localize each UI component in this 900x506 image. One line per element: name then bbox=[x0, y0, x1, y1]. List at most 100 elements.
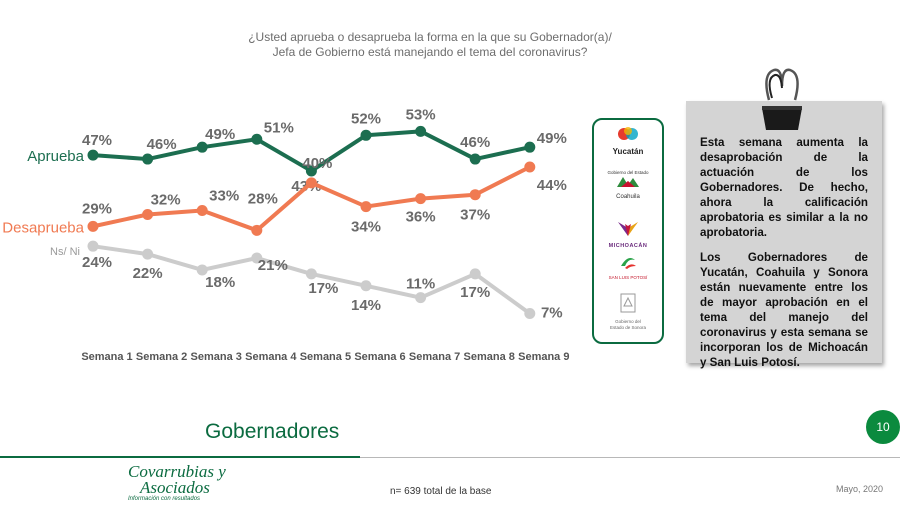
question-line-1: ¿Usted aprueba o desaprueba la forma en … bbox=[248, 30, 612, 44]
yucatan-label: Yucatán bbox=[612, 147, 644, 156]
data-label: 44% bbox=[537, 177, 567, 194]
data-point bbox=[305, 165, 317, 177]
x-tick-label: Semana 1 bbox=[81, 351, 132, 363]
data-point bbox=[196, 141, 208, 153]
green-divider bbox=[0, 456, 360, 458]
data-label: 21% bbox=[258, 257, 288, 274]
x-tick-label: Semana 6 bbox=[354, 351, 405, 363]
data-point bbox=[469, 189, 481, 201]
data-label: 49% bbox=[205, 126, 235, 143]
series-name: Aprueba bbox=[27, 148, 84, 165]
data-point bbox=[415, 193, 427, 205]
sonora-label-2: Estado de Sonora bbox=[609, 325, 647, 330]
data-label: 24% bbox=[82, 254, 112, 271]
sample-footnote: n= 639 total de la base bbox=[390, 486, 492, 497]
commentary-box: Esta semana aumenta la desaprobación de … bbox=[686, 101, 882, 369]
data-label: 28% bbox=[248, 190, 278, 207]
page-number: 10 bbox=[876, 420, 890, 434]
data-point bbox=[251, 252, 263, 264]
slp-emblem-icon bbox=[621, 258, 636, 269]
question-line-2: Jefa de Gobierno está manejando el tema … bbox=[272, 45, 588, 59]
data-label: 53% bbox=[406, 106, 436, 123]
page-number-badge: 10 bbox=[866, 410, 900, 444]
michoacan-label: MICHOACÁN bbox=[608, 243, 648, 249]
data-point bbox=[469, 268, 481, 280]
x-tick-label: Semana 2 bbox=[136, 351, 187, 363]
coahuila-top-label: Gobierno del Estado bbox=[607, 170, 649, 175]
sonora-label-1: Gobierno del bbox=[615, 319, 641, 324]
data-label: 33% bbox=[209, 188, 239, 205]
data-label: 46% bbox=[460, 134, 490, 151]
data-label: 52% bbox=[351, 110, 381, 127]
series-name: Ns/ Ni bbox=[50, 246, 80, 258]
data-point bbox=[142, 248, 154, 260]
data-label: 47% bbox=[82, 132, 112, 149]
data-label: 37% bbox=[460, 207, 490, 224]
binder-clip-icon bbox=[762, 68, 802, 130]
data-point bbox=[360, 201, 372, 213]
data-point bbox=[524, 308, 536, 319]
coahuila-logo: Gobierno del Estado Coahuila bbox=[594, 170, 662, 200]
data-label: 34% bbox=[351, 219, 381, 236]
x-tick-label: Semana 3 bbox=[191, 351, 242, 363]
x-tick-label: Semana 4 bbox=[245, 351, 297, 363]
data-point bbox=[415, 292, 427, 304]
data-point bbox=[305, 268, 317, 280]
sonora-logo: Gobierno del Estado de Sonora bbox=[594, 292, 662, 331]
grey-divider bbox=[360, 457, 900, 458]
yucatan-emblem-icon bbox=[618, 127, 638, 140]
michoacan-emblem-icon bbox=[618, 222, 638, 236]
data-label: 22% bbox=[133, 265, 163, 282]
data-point bbox=[196, 205, 208, 217]
data-point bbox=[360, 129, 372, 141]
data-point bbox=[142, 209, 154, 220]
x-tick-label: Semana 9 bbox=[518, 351, 569, 363]
line-chart: 47% 46%49% 51%43%52% 53%46% 49%29%32% 33% 28%4… bbox=[2, 106, 569, 363]
coahuila-emblem-icon bbox=[617, 177, 639, 187]
data-point bbox=[360, 280, 372, 292]
brand-line-2: Asociados bbox=[140, 478, 210, 497]
brand-logo: Covarrubias y Asociados Información con … bbox=[128, 462, 238, 502]
data-label: 49% bbox=[537, 130, 567, 147]
data-label: 36% bbox=[406, 209, 436, 226]
data-point bbox=[469, 153, 481, 165]
data-label: 40% bbox=[302, 155, 332, 172]
data-label: 17% bbox=[308, 280, 338, 297]
brand-line-1: Covarrubias y bbox=[128, 462, 226, 481]
data-point bbox=[305, 177, 317, 189]
data-point bbox=[87, 240, 99, 252]
data-point bbox=[87, 149, 99, 161]
data-point bbox=[524, 161, 536, 173]
data-point bbox=[415, 125, 427, 137]
x-tick-label: Semana 5 bbox=[300, 351, 351, 363]
data-label: 11% bbox=[406, 276, 435, 293]
slp-label: SAN LUIS POTOSÍ bbox=[608, 275, 648, 280]
section-title: Gobernadores bbox=[205, 420, 340, 443]
commentary-paragraph-1: Esta semana aumenta la desaprobación de … bbox=[700, 136, 868, 239]
data-point bbox=[251, 224, 263, 236]
data-label: 32% bbox=[151, 192, 181, 209]
data-point bbox=[87, 220, 99, 232]
survey-question: ¿Usted aprueba o desaprueba la forma en … bbox=[220, 30, 640, 60]
sonora-emblem-icon bbox=[620, 293, 636, 313]
slp-logo: SAN LUIS POTOSÍ bbox=[594, 254, 662, 280]
series-name: Desaprueba bbox=[2, 219, 84, 236]
data-point bbox=[196, 264, 208, 276]
commentary-paragraph-2: Los Gobernadores de Yucatán, Coahuila y … bbox=[700, 251, 868, 369]
data-point bbox=[251, 133, 263, 145]
data-label: 51% bbox=[264, 119, 294, 136]
yucatan-logo: Yucatán bbox=[594, 126, 662, 156]
data-point bbox=[524, 141, 536, 153]
data-label: 18% bbox=[205, 274, 235, 291]
report-date: Mayo, 2020 bbox=[836, 484, 884, 494]
data-label: 7% bbox=[541, 305, 563, 322]
data-label: 46% bbox=[147, 136, 177, 153]
data-label: 14% bbox=[351, 297, 381, 314]
michoacan-logo: MICHOACÁN bbox=[594, 220, 662, 249]
data-point bbox=[142, 153, 154, 165]
coahuila-label: Coahuila bbox=[616, 194, 640, 200]
x-tick-label: Semana 8 bbox=[464, 351, 515, 363]
x-tick-label: Semana 7 bbox=[409, 351, 460, 363]
state-logos-panel: Yucatán Gobierno del Estado Coahuila MIC… bbox=[592, 118, 664, 344]
data-label: 29% bbox=[82, 200, 112, 217]
